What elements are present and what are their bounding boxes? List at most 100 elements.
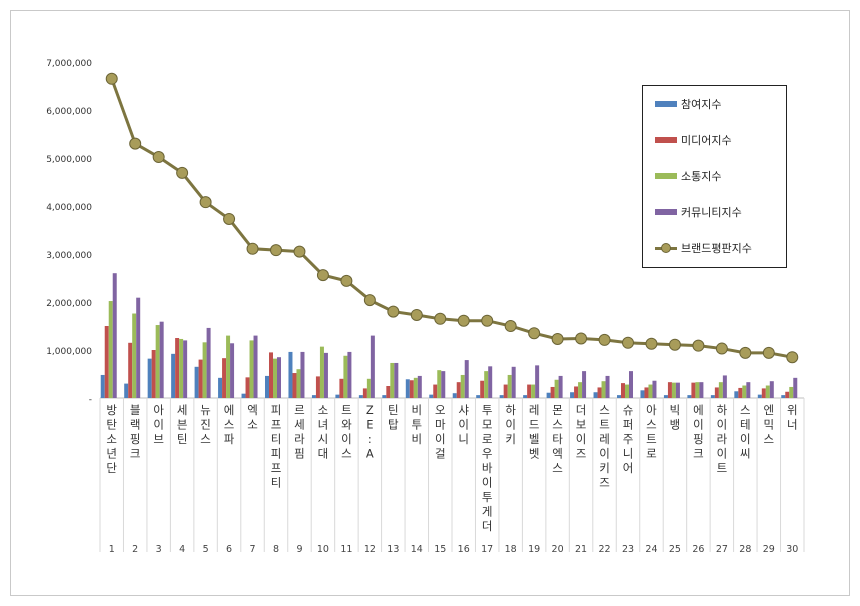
bar [151, 350, 156, 398]
bar [362, 388, 367, 398]
bar [605, 375, 610, 398]
bar [789, 386, 794, 398]
bar [570, 392, 575, 398]
rank-label: 4 [179, 544, 185, 555]
bar [460, 374, 465, 398]
bar [155, 325, 160, 398]
bar [793, 377, 798, 398]
line-marker [668, 338, 681, 351]
bar [511, 366, 516, 398]
bar [663, 395, 668, 398]
legend: 참여지수 미디어지수 소통지수 커뮤니티지수 브랜드평판지수 [642, 85, 787, 268]
legend-swatch-media [655, 137, 677, 143]
bar [710, 395, 715, 398]
legend-marker [661, 242, 671, 253]
rank-label: 23 [622, 544, 634, 555]
bar [593, 392, 598, 398]
line-marker [715, 342, 728, 355]
bar [640, 390, 645, 398]
bar [108, 301, 113, 398]
bar [273, 358, 277, 398]
bar [394, 362, 399, 398]
bar [488, 366, 493, 398]
bar [437, 370, 442, 398]
bar [507, 374, 512, 398]
bar [292, 373, 297, 398]
rank-label: 1 [109, 544, 115, 555]
rank-label: 8 [273, 544, 279, 555]
bar [531, 384, 536, 398]
bar [546, 392, 551, 398]
bar [347, 351, 352, 398]
bar [582, 371, 587, 398]
bar [484, 371, 489, 398]
bar [699, 382, 704, 398]
bar [288, 351, 293, 398]
line-marker [434, 312, 447, 325]
rank-label: 24 [645, 544, 657, 555]
rank-label: 28 [739, 544, 751, 555]
bar [253, 335, 258, 398]
bar [132, 313, 137, 398]
bar [691, 382, 696, 398]
rank-label: 29 [763, 544, 775, 555]
legend-item-media: 미디어지수 [655, 130, 732, 150]
rank-label: 6 [226, 544, 232, 555]
line-marker [270, 244, 282, 257]
legend-label: 미디어지수 [681, 134, 732, 147]
rank-label: 17 [481, 544, 493, 555]
bar [746, 382, 751, 398]
bar [370, 335, 375, 398]
line-marker [176, 166, 189, 179]
bar [218, 377, 223, 398]
bar [648, 384, 653, 398]
bar [456, 382, 461, 398]
bar [311, 395, 316, 398]
rank-label: 16 [458, 544, 470, 555]
line-marker [316, 269, 329, 282]
line-marker [410, 308, 423, 321]
rank-label: 30 [786, 544, 798, 555]
bar [194, 366, 199, 398]
legend-label: 소통지수 [681, 170, 722, 183]
line-marker [481, 314, 494, 327]
rank-label: 20 [552, 544, 564, 555]
rank-label: 15 [434, 544, 446, 555]
bar [476, 395, 481, 398]
y-tick-label: 2,000,000 [46, 299, 92, 309]
bar [300, 351, 305, 398]
bar [265, 375, 269, 398]
legend-swatch-community [655, 209, 677, 215]
bar [296, 369, 301, 398]
bar [742, 385, 747, 398]
line-marker [129, 137, 142, 150]
bar [601, 381, 606, 398]
bar [738, 387, 743, 398]
bar [249, 340, 254, 398]
bar [675, 382, 680, 398]
bar [781, 395, 786, 398]
bar [714, 387, 719, 398]
bar [718, 382, 723, 398]
bar [429, 394, 434, 398]
bar [550, 386, 555, 398]
bar [202, 342, 207, 398]
line-marker [223, 212, 236, 225]
legend-label: 브랜드평판지수 [681, 242, 752, 255]
line-marker [387, 305, 400, 318]
line-marker [293, 245, 306, 258]
bar [409, 380, 414, 398]
